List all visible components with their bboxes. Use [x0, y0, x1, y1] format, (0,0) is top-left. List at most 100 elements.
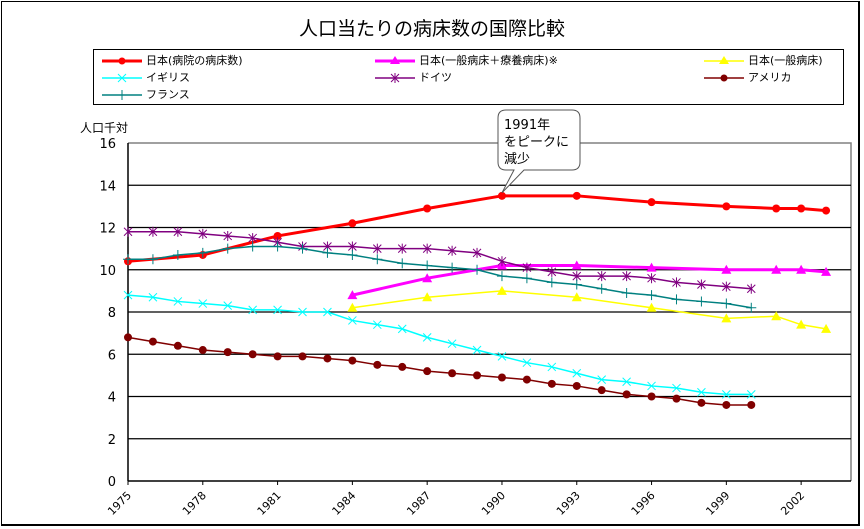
- data-point: [347, 302, 358, 312]
- data-point: [223, 301, 233, 311]
- plot-border: [128, 142, 852, 481]
- data-point: [647, 198, 656, 207]
- legend-label: 日本(一般病床＋療養病床)※: [419, 54, 558, 67]
- x-tick-label: 2002: [778, 489, 807, 518]
- data-point: [622, 377, 631, 387]
- data-point: [572, 381, 581, 390]
- data-point: [173, 226, 183, 237]
- legend-label: アメリカ: [748, 71, 792, 84]
- data-point: [123, 290, 133, 300]
- data-point: [746, 302, 757, 313]
- x-tick-label: 1978: [180, 489, 209, 518]
- data-point: [273, 352, 282, 361]
- data-point: [697, 387, 706, 397]
- legend-label: 日本(病院の病床数): [146, 54, 243, 67]
- series-line: [127, 194, 827, 263]
- data-point: [348, 241, 357, 252]
- data-point: [496, 271, 507, 282]
- data-point: [173, 297, 183, 306]
- legend-label: ドイツ: [419, 71, 452, 84]
- data-point: [646, 262, 657, 272]
- data-point: [572, 368, 582, 378]
- data-point: [547, 379, 556, 388]
- data-point: [423, 367, 432, 376]
- legend-swatch-plus-icon: [102, 90, 142, 100]
- data-point: [222, 243, 233, 254]
- data-point: [198, 299, 208, 308]
- data-point: [147, 254, 158, 265]
- data-point: [422, 243, 432, 254]
- data-point: [398, 362, 407, 371]
- y-tick-label: 0: [108, 475, 116, 490]
- data-point: [198, 346, 207, 355]
- y-tick-label: 12: [99, 222, 116, 237]
- data-point: [322, 247, 333, 258]
- data-point: [622, 271, 631, 282]
- x-tick-label: 1999: [703, 489, 732, 518]
- x-tick-label: 1990: [479, 489, 508, 518]
- data-point: [298, 307, 307, 317]
- y-axis-label: 人口千対: [80, 121, 129, 135]
- data-point: [546, 277, 557, 288]
- data-point: [796, 319, 807, 329]
- data-point: [422, 273, 433, 283]
- data-point: [198, 228, 208, 239]
- data-point: [547, 266, 557, 277]
- data-point: [472, 264, 483, 275]
- data-point: [372, 320, 382, 330]
- data-point: [347, 249, 358, 260]
- data-point: [422, 260, 433, 271]
- data-point: [273, 231, 282, 240]
- data-point: [646, 290, 657, 301]
- legend-swatch-x-icon: [102, 73, 142, 83]
- data-point: [571, 292, 582, 302]
- data-point: [497, 352, 507, 361]
- data-point: [348, 316, 357, 325]
- data-point: [721, 264, 732, 274]
- legend-swatch-circle-icon: [704, 74, 744, 82]
- data-point: [672, 394, 681, 403]
- data-point: [722, 202, 731, 211]
- x-tick-label: 1996: [629, 489, 658, 518]
- data-point: [248, 350, 257, 359]
- data-point: [373, 360, 382, 369]
- data-point: [148, 292, 158, 302]
- data-point: [571, 279, 582, 290]
- data-point: [423, 204, 432, 213]
- data-point: [597, 386, 606, 395]
- data-point: [447, 339, 457, 349]
- x-tick-label: 1984: [330, 489, 359, 518]
- data-point: [721, 313, 732, 323]
- data-point: [297, 243, 308, 254]
- data-point: [148, 337, 157, 346]
- data-point: [696, 296, 707, 307]
- data-point: [647, 392, 656, 401]
- data-point: [272, 241, 283, 252]
- data-point: [348, 356, 357, 365]
- data-point: [671, 294, 682, 305]
- legend: 日本(病院の病床数) 日本(一般病床＋療養病床)※ 日本(一般病床) イギリス …: [93, 49, 844, 105]
- data-point: [821, 266, 832, 276]
- data-point: [672, 277, 681, 288]
- data-point: [422, 332, 432, 342]
- series-line: [128, 230, 752, 290]
- y-tick-label: 8: [108, 306, 116, 321]
- y-tick-label: 10: [99, 264, 116, 279]
- data-point: [647, 273, 656, 284]
- data-point: [596, 283, 607, 294]
- data-point: [123, 254, 133, 265]
- data-point: [746, 283, 756, 294]
- data-point: [647, 381, 656, 391]
- data-point: [697, 279, 706, 290]
- data-point: [722, 400, 731, 409]
- data-point: [123, 226, 133, 237]
- data-point: [547, 362, 557, 372]
- data-point: [323, 354, 332, 363]
- legend-label: イギリス: [146, 71, 190, 84]
- data-point: [747, 400, 756, 409]
- data-point: [721, 390, 731, 399]
- x-tick-label: 1975: [105, 489, 134, 518]
- data-point: [771, 264, 782, 274]
